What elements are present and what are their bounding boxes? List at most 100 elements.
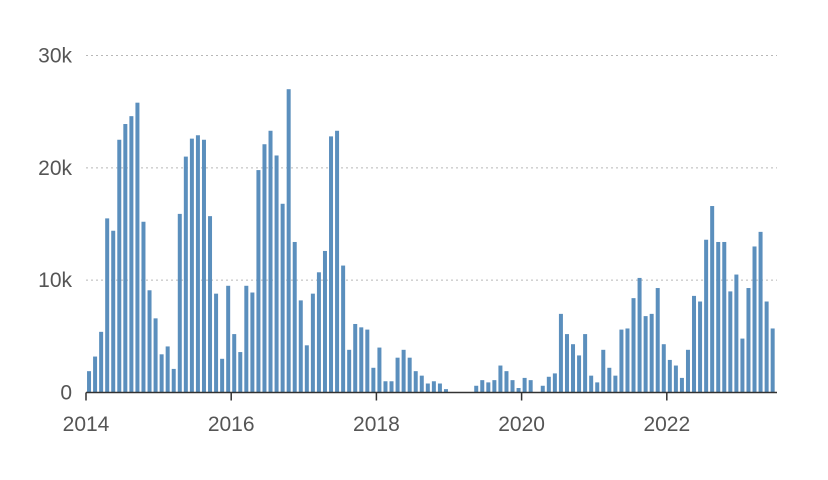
bar <box>365 329 370 393</box>
bar <box>177 213 182 393</box>
y-tick-label: 30k <box>38 45 72 68</box>
bar <box>238 352 243 393</box>
bar <box>595 382 600 393</box>
bar <box>244 285 249 393</box>
bar <box>764 301 769 393</box>
bar <box>740 338 745 393</box>
bar <box>329 136 334 393</box>
bar <box>734 274 739 393</box>
bar <box>413 371 418 393</box>
bar <box>425 383 430 393</box>
bar <box>310 293 315 393</box>
bar <box>443 389 448 393</box>
bar <box>637 277 642 393</box>
bar <box>752 246 757 393</box>
bar <box>492 380 497 393</box>
bar <box>407 357 412 393</box>
bar <box>704 239 709 393</box>
x-tick-label: 2014 <box>63 413 110 436</box>
bar <box>571 344 576 393</box>
gridlines <box>86 55 777 281</box>
bar <box>498 365 503 393</box>
bar <box>546 376 551 393</box>
bar <box>316 272 321 393</box>
bar <box>619 329 624 393</box>
bar <box>395 357 400 393</box>
bar <box>195 135 200 393</box>
bar <box>250 292 255 393</box>
bar <box>111 230 116 393</box>
bar <box>685 349 690 393</box>
bar <box>679 377 684 393</box>
bar <box>135 102 140 393</box>
bar <box>141 221 146 393</box>
bar <box>673 365 678 393</box>
bar <box>474 385 479 393</box>
bar <box>746 288 751 393</box>
bar <box>419 375 424 393</box>
x-tick-label: 2020 <box>498 413 545 436</box>
x-tick-label: 2022 <box>643 413 690 436</box>
bar <box>322 250 327 393</box>
bar <box>643 316 648 393</box>
tick-labels: 0 10k 20k 30k 2014 2016 2018 2020 2022 <box>38 45 690 437</box>
x-tick-label: 2016 <box>208 413 255 436</box>
bar <box>601 349 606 393</box>
bar <box>722 241 727 393</box>
bar <box>93 356 98 393</box>
bar <box>87 371 92 393</box>
bar <box>510 380 515 393</box>
bar <box>129 116 134 393</box>
axes <box>85 391 777 401</box>
bar <box>171 368 176 393</box>
bar <box>226 285 231 393</box>
bar <box>147 290 152 393</box>
bar <box>183 156 188 393</box>
bar <box>232 334 237 393</box>
bar <box>401 349 406 393</box>
bar <box>613 375 618 393</box>
bar <box>728 291 733 393</box>
bar <box>335 130 340 393</box>
bar <box>304 345 309 393</box>
y-tick-label: 20k <box>38 157 72 180</box>
bar <box>99 331 104 393</box>
bar <box>341 265 346 393</box>
bar <box>710 206 715 393</box>
bar <box>214 293 219 393</box>
bar <box>758 231 763 393</box>
bar <box>153 318 158 393</box>
bar <box>383 381 388 393</box>
bar <box>486 382 491 393</box>
bar <box>371 367 376 393</box>
bar <box>117 139 122 393</box>
bar <box>208 216 213 393</box>
bar <box>528 380 533 393</box>
bars <box>87 89 775 393</box>
bar <box>661 344 666 393</box>
bar <box>716 241 721 393</box>
bar <box>123 124 128 393</box>
bar <box>655 288 660 393</box>
bar <box>292 241 297 393</box>
bar <box>631 298 636 393</box>
bar <box>480 380 485 393</box>
bar <box>347 349 352 393</box>
y-tick-label: 10k <box>38 269 72 292</box>
bar <box>649 313 654 393</box>
bar <box>280 203 285 393</box>
bar <box>256 170 261 393</box>
bar <box>220 358 225 393</box>
bar <box>262 144 267 393</box>
bar <box>516 388 521 393</box>
bar <box>437 383 442 393</box>
bar <box>377 347 382 393</box>
bar <box>159 354 164 393</box>
bar <box>274 155 279 393</box>
bar <box>165 346 170 393</box>
bar <box>558 313 563 393</box>
bar <box>667 359 672 393</box>
bar <box>583 334 588 393</box>
bar <box>522 377 527 393</box>
